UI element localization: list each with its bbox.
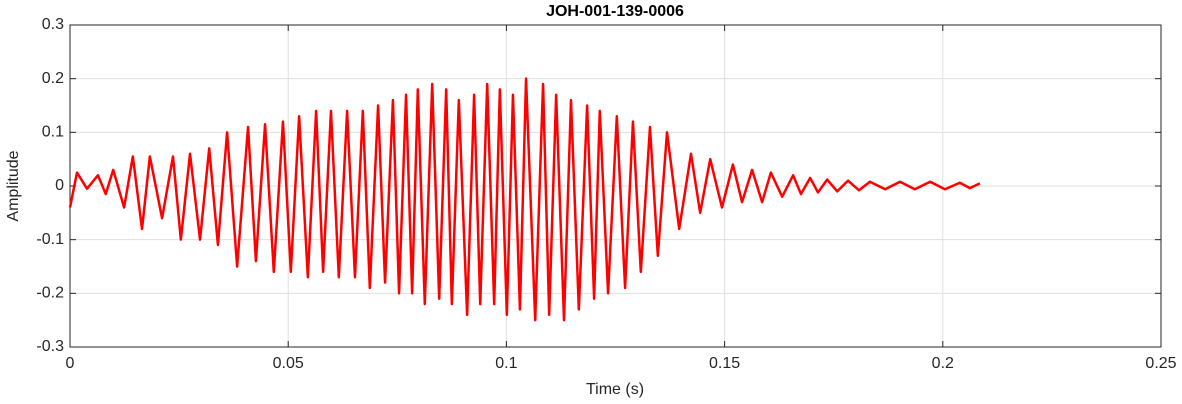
y-tick-label: -0.1 (36, 231, 64, 248)
x-tick-label: 0.1 (495, 355, 517, 372)
plot-frame (69, 24, 1162, 348)
y-tick-label: 0.1 (42, 124, 64, 141)
x-tick-label: 0.25 (1145, 355, 1176, 372)
x-tick-label: 0 (66, 355, 75, 372)
y-tick-label: 0.2 (42, 70, 64, 87)
y-tick-label: 0.3 (42, 16, 64, 33)
waveform-line (68, 77, 981, 322)
chart-title: JOH-001-139-0006 (546, 3, 684, 20)
x-axis-label: Time (s) (586, 381, 644, 398)
y-axis-label: Amplitude (5, 150, 22, 221)
x-tick-label: 0.15 (709, 355, 740, 372)
y-tick-label: -0.3 (36, 338, 64, 355)
y-tick-label: 0 (55, 177, 64, 194)
x-tick-label: 0.2 (932, 355, 954, 372)
y-tick-label: -0.2 (36, 285, 64, 302)
x-tick-label: 0.05 (273, 355, 304, 372)
